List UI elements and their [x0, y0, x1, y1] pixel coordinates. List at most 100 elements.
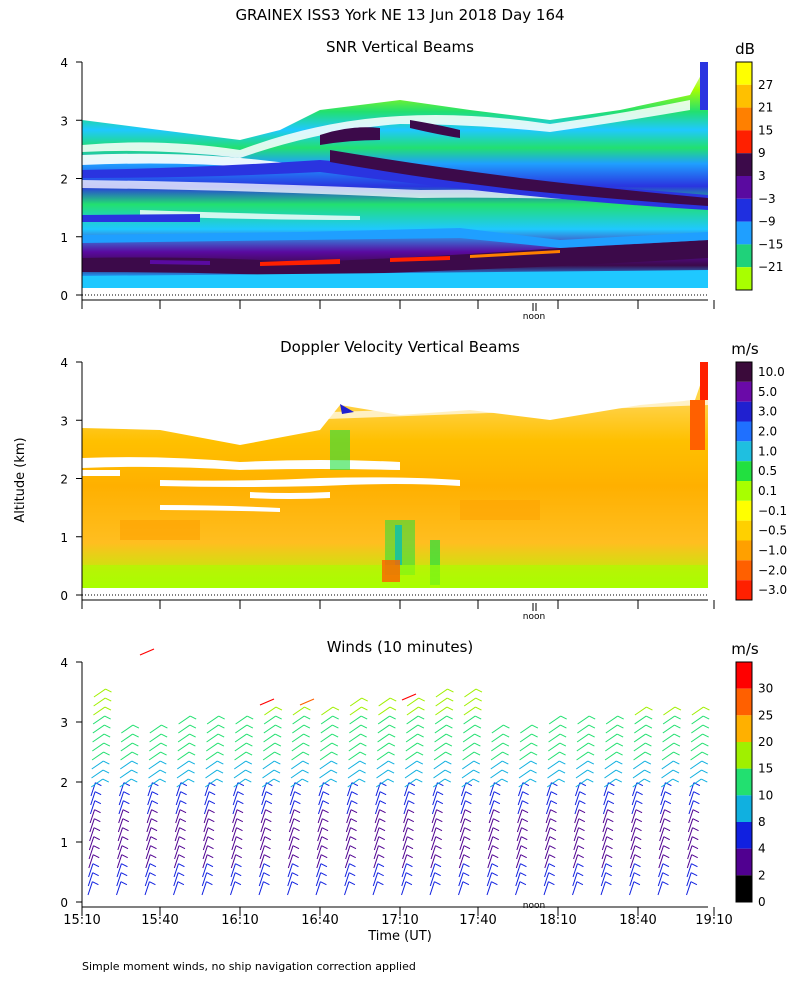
- colorbar-swatch: [736, 688, 752, 716]
- wind-barb: [657, 881, 663, 896]
- wind-barb: [463, 715, 476, 725]
- wind-barb-flag: [416, 751, 424, 756]
- wind-barb: [89, 818, 95, 833]
- wind-barb: [348, 751, 361, 761]
- wind-barb-flag: [245, 751, 253, 756]
- wind-barb-flag: [673, 733, 681, 738]
- wind-barb-flag: [663, 845, 670, 850]
- wind-barb: [429, 872, 436, 887]
- wind-barb-flag: [121, 854, 128, 859]
- wind-barb-flag: [349, 854, 356, 859]
- wind-barb-flag: [445, 760, 452, 765]
- wind-barb: [89, 800, 96, 815]
- wind-barb-flag: [492, 845, 499, 850]
- wind-barb-flag: [493, 809, 500, 814]
- wind-barb: [402, 827, 409, 842]
- wind-barb-flag: [692, 827, 699, 832]
- wind-barb-flag: [330, 778, 338, 783]
- wind-barb: [661, 769, 674, 779]
- wind-barb: [345, 818, 352, 833]
- wind-barb-flag: [178, 854, 185, 859]
- wind-barb-flag: [131, 769, 138, 774]
- wind-barb-flag: [360, 724, 368, 729]
- wind-barb: [491, 724, 504, 734]
- wind-barb: [686, 863, 692, 878]
- wind-barb-flag: [576, 872, 584, 877]
- colorbar-label: 0: [758, 895, 766, 909]
- wind-barb: [687, 818, 694, 833]
- wind-barb-flag: [377, 863, 385, 868]
- wind-barb: [92, 715, 105, 725]
- wind-barb-flag: [501, 778, 509, 783]
- wind-barb: [120, 733, 133, 743]
- wind-barb-flag: [416, 778, 423, 783]
- wind-barb: [543, 881, 549, 896]
- colorbar-swatch: [736, 198, 752, 222]
- wind-barb: [435, 688, 448, 698]
- wind-barb-flag: [322, 809, 329, 814]
- wind-barb: [458, 881, 464, 896]
- wind-barb: [290, 760, 304, 770]
- wind-barb-flag: [530, 760, 538, 765]
- wind-barb: [686, 881, 692, 896]
- wind-barb: [88, 836, 95, 851]
- wind-barb-flag: [418, 697, 425, 702]
- wind-barb-flag: [549, 845, 556, 850]
- wind-barb: [317, 827, 323, 842]
- wind-barb: [89, 809, 96, 824]
- wind-barb: [203, 809, 210, 824]
- wind-barb-flag: [189, 733, 196, 738]
- wind-barb-flag: [348, 881, 356, 886]
- wind-barb-flag: [520, 845, 528, 850]
- wind-barb-flag: [303, 742, 310, 747]
- wind-barb-flag: [692, 818, 700, 823]
- colorbar-swatch: [736, 176, 752, 199]
- wind-barb: [401, 881, 407, 896]
- wind-barb-flag: [474, 742, 481, 747]
- wind-barb-flag: [673, 760, 680, 765]
- wind-barb-flag: [274, 742, 282, 747]
- wind-barb-flag: [302, 769, 309, 774]
- wind-barb-flag: [350, 809, 358, 814]
- wind-barb: [348, 742, 361, 752]
- wind-barb: [373, 854, 379, 869]
- wind-barb-flag: [607, 800, 615, 805]
- wind-barb: [516, 845, 522, 860]
- wind-barb-flag: [636, 791, 643, 796]
- wind-barb: [548, 733, 561, 743]
- noon-label: noon: [523, 312, 545, 322]
- wind-barb: [292, 724, 305, 734]
- wind-barb-flag: [103, 760, 110, 765]
- wind-barb: [233, 778, 246, 788]
- wind-barb: [462, 733, 475, 743]
- colorbar-label: 27: [758, 78, 773, 92]
- wind-barb-flag: [103, 733, 111, 738]
- wind-barb: [261, 778, 275, 788]
- wind-barb: [258, 881, 264, 896]
- wind-barb-flag: [388, 751, 395, 756]
- wind-barb: [176, 778, 189, 788]
- wind-barb: [663, 706, 676, 716]
- colorbar-label: −0.5: [758, 524, 787, 538]
- wind-barb: [515, 854, 522, 869]
- wind-barb: [631, 800, 637, 815]
- colorbar-label: −3.0: [758, 583, 787, 597]
- wind-barb-flag: [644, 769, 651, 774]
- wind-barb: [119, 769, 132, 779]
- wind-barb-flag: [587, 760, 595, 765]
- wind-barb-flag: [519, 872, 527, 877]
- wind-barb-flag: [492, 854, 499, 859]
- wind-barb: [206, 715, 219, 725]
- wind-barb: [374, 800, 381, 815]
- wind-barb-flag: [332, 706, 340, 711]
- wind-barb: [316, 836, 323, 851]
- wind-barb: [658, 845, 664, 860]
- wind-barb-flag: [701, 751, 709, 756]
- wind-barb: [349, 706, 362, 716]
- x-tick-label: 15:10: [63, 913, 100, 928]
- wind-barb: [433, 751, 446, 761]
- wind-barb: [688, 800, 694, 815]
- wind-barb: [89, 827, 95, 842]
- wind-barb: [546, 791, 552, 806]
- wind-barb: [602, 809, 609, 824]
